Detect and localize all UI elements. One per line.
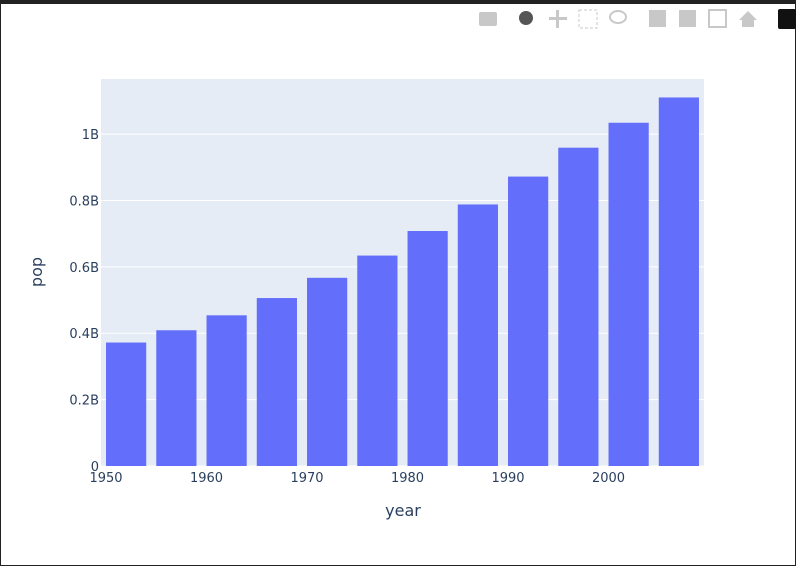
bar <box>206 315 247 466</box>
bar <box>608 122 649 466</box>
camera-icon[interactable] <box>479 12 497 26</box>
bar <box>156 330 197 466</box>
zoom-icon[interactable] <box>519 11 533 25</box>
bar <box>658 97 699 466</box>
bar <box>508 176 549 466</box>
plotly-logo[interactable] <box>778 9 796 29</box>
select-icon[interactable] <box>578 9 598 29</box>
y-tick-label: 0.2B <box>69 394 99 409</box>
pan-icon-part <box>556 10 559 28</box>
bar <box>106 342 147 466</box>
y-tick-label: 0.8B <box>69 194 99 209</box>
y-tick-label: 0 <box>91 460 99 475</box>
x-tick-label: 1990 <box>491 471 524 486</box>
bar <box>457 204 498 466</box>
y-tick-label: 0.4B <box>69 327 99 342</box>
zoom-in-icon[interactable] <box>649 10 666 27</box>
y-axis-title: pop <box>27 257 46 287</box>
reset-icon[interactable] <box>739 11 757 27</box>
plot-area <box>101 79 704 466</box>
y-tick-label: 0.6B <box>69 261 99 276</box>
bar <box>407 231 448 466</box>
bar <box>357 255 398 466</box>
autoscale-icon[interactable] <box>708 9 727 28</box>
x-tick-label: 2000 <box>592 471 625 486</box>
bar <box>307 277 348 466</box>
x-tick-label: 1960 <box>190 471 223 486</box>
bar <box>256 298 297 466</box>
x-tick-label: 1950 <box>89 471 122 486</box>
bar <box>558 147 599 467</box>
zoom-out-icon[interactable] <box>679 10 696 27</box>
x-axis-title: year <box>385 501 421 520</box>
x-tick-label: 1970 <box>290 471 323 486</box>
modebar <box>479 9 796 29</box>
lasso-icon[interactable] <box>609 10 627 24</box>
y-tick-label: 1B <box>82 128 99 143</box>
x-tick-label: 1980 <box>391 471 424 486</box>
